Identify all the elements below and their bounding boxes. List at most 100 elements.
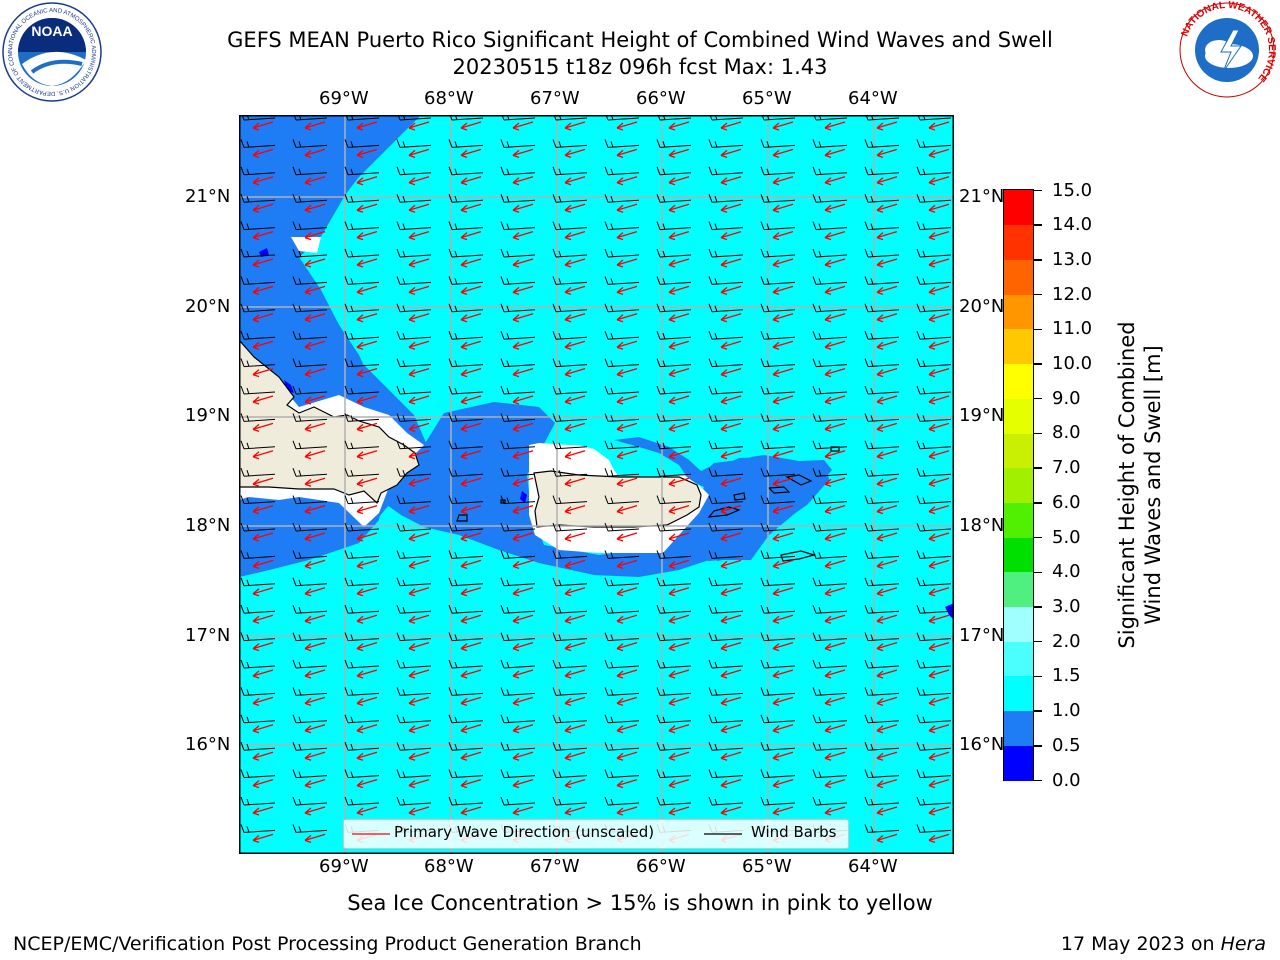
wind-barb xyxy=(552,440,588,450)
wind-barb xyxy=(500,605,536,614)
wave-direction-arrow xyxy=(564,230,586,241)
wind-barb xyxy=(656,276,692,285)
wind-barb xyxy=(916,194,952,203)
lon-label: 69°W xyxy=(319,88,369,109)
colorbar-segment xyxy=(1004,363,1033,399)
wave-direction-arrow xyxy=(512,696,534,707)
wave-direction-arrow xyxy=(772,806,794,816)
wind-barb xyxy=(812,440,848,450)
wave-direction-arrow xyxy=(824,148,846,159)
wave-direction-arrow xyxy=(876,477,898,487)
wind-barb xyxy=(344,194,380,203)
wind-barb xyxy=(656,358,692,368)
wind-barb xyxy=(916,331,952,340)
wave-direction-arrow xyxy=(616,258,638,268)
wind-barb xyxy=(448,495,484,505)
colorbar-label-line2: Wind Waves and Swell [m] xyxy=(1141,345,1165,625)
colorbar-segment xyxy=(1004,190,1033,226)
wave-direction-arrow xyxy=(356,148,378,159)
wave-direction-arrow xyxy=(616,203,638,213)
wave-direction-arrow xyxy=(876,148,898,159)
wave-direction-arrow xyxy=(668,148,690,159)
wind-barb xyxy=(448,221,484,231)
colorbar-tick-mark xyxy=(1034,536,1042,539)
wind-barb xyxy=(656,166,692,176)
wind-barb xyxy=(656,659,692,669)
wave-direction-arrow xyxy=(824,532,846,542)
wind-barb xyxy=(396,248,432,258)
wave-direction-arrow xyxy=(408,724,430,734)
wave-direction-arrow xyxy=(616,641,638,652)
wave-height-mid-east xyxy=(614,437,832,561)
wind-barb xyxy=(864,385,900,395)
wave-direction-arrow xyxy=(252,806,274,816)
wind-barb xyxy=(448,166,484,176)
wind-barb xyxy=(708,796,744,806)
wave-direction-arrow xyxy=(304,778,326,789)
wind-barb xyxy=(656,248,692,258)
colorbar-tick-label: 11.0 xyxy=(1052,318,1093,340)
wave-direction-arrow xyxy=(824,696,846,707)
wave-direction-arrow xyxy=(616,751,638,761)
wind-barb xyxy=(604,796,640,806)
land xyxy=(239,339,702,528)
wave-direction-arrow xyxy=(668,340,690,350)
wave-direction-arrow xyxy=(356,724,378,734)
wave-direction-arrow xyxy=(668,641,690,652)
wind-barb xyxy=(448,742,484,751)
wind-barb xyxy=(448,413,484,422)
wave-direction-arrow xyxy=(928,148,950,159)
wind-barb xyxy=(812,605,848,614)
wind-barb xyxy=(396,659,432,669)
wave-direction-arrow xyxy=(668,176,690,186)
wind-barb xyxy=(292,632,328,642)
wave-direction-arrow xyxy=(772,504,794,515)
wind-barb xyxy=(552,605,588,614)
wave-direction-arrow xyxy=(928,258,950,268)
wave-direction-arrow xyxy=(512,395,534,405)
wind-barb xyxy=(500,331,536,340)
wave-direction-arrow xyxy=(408,751,430,761)
wind-barb xyxy=(552,796,588,806)
colorbar-tick-label: 0.5 xyxy=(1052,734,1081,756)
wave-direction-arrow xyxy=(824,285,846,296)
wave-direction-arrow xyxy=(928,230,950,241)
wave-direction-arrow xyxy=(564,477,586,487)
map-panel xyxy=(239,115,954,854)
wave-direction-arrow xyxy=(252,778,274,789)
wind-barb xyxy=(448,194,484,203)
wave-direction-arrow xyxy=(928,121,950,131)
wave-direction-arrow xyxy=(876,395,898,405)
wind-barb xyxy=(292,687,328,696)
wind-barb xyxy=(448,714,484,724)
wind-barb xyxy=(396,714,432,724)
wind-barb xyxy=(344,303,380,313)
wave-direction-arrow xyxy=(876,778,898,789)
wave-direction-arrow xyxy=(304,176,326,186)
map-legend: Primary Wave Direction (unscaled) Wind B… xyxy=(343,819,849,849)
colorbar-tick-label: 1.0 xyxy=(1052,700,1081,722)
wave-direction-arrow xyxy=(356,532,378,542)
wind-barb xyxy=(864,550,900,559)
wind-barb xyxy=(448,659,484,669)
wind-barb xyxy=(708,440,744,450)
wave-direction-arrow xyxy=(252,176,274,186)
wind-barb xyxy=(864,796,900,806)
wind-barb xyxy=(500,659,536,669)
colorbar-tick-mark xyxy=(1034,640,1042,643)
wave-direction-arrow xyxy=(304,587,326,597)
wave-direction-arrow xyxy=(304,450,326,460)
wind-barb xyxy=(240,714,276,724)
wave-direction-arrow xyxy=(512,176,534,186)
wave-direction-arrow xyxy=(460,176,482,186)
wave-direction-arrow xyxy=(616,669,638,679)
footer-date-text: 17 May 2023 on xyxy=(1060,933,1221,955)
wind-barb xyxy=(656,577,692,587)
wave-direction-arrow xyxy=(408,367,430,378)
wind-barb xyxy=(396,276,432,285)
wind-barb xyxy=(500,495,536,505)
wave-direction-arrow xyxy=(356,203,378,213)
wave-direction-arrow xyxy=(772,614,794,624)
wind-barb xyxy=(708,742,744,751)
wave-direction-arrow xyxy=(772,751,794,761)
